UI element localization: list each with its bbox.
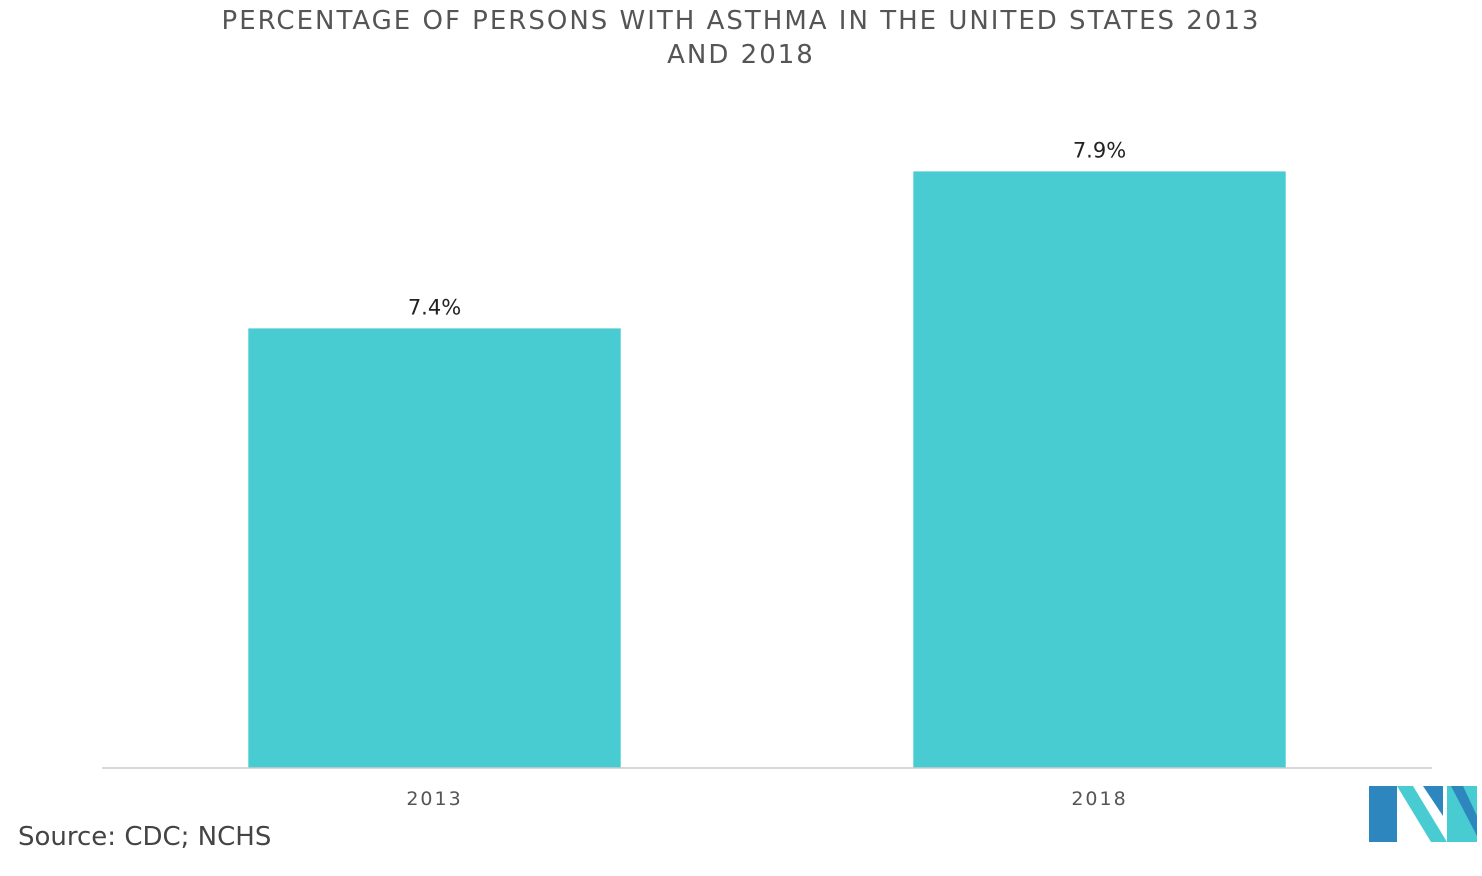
chart-title-line-1: PERCENTAGE OF PERSONS WITH ASTHMA IN THE… xyxy=(221,6,1261,36)
bar-2018 xyxy=(913,171,1286,768)
chart-title: PERCENTAGE OF PERSONS WITH ASTHMA IN THE… xyxy=(0,4,1482,72)
bar-chart: 7.4% 2013 7.9% 2018 xyxy=(102,138,1432,810)
x-tick-label-2013: 2013 xyxy=(406,788,462,810)
brand-logo-icon xyxy=(1369,786,1477,842)
bars-group xyxy=(248,171,1286,768)
chart-title-line-2: AND 2018 xyxy=(667,40,815,70)
data-label-2018: 7.9% xyxy=(1073,138,1126,162)
bar-2013 xyxy=(248,328,621,768)
x-tick-label-2018: 2018 xyxy=(1071,788,1127,810)
source-note: Source: CDC; NCHS xyxy=(18,822,272,852)
data-label-2013: 7.4% xyxy=(408,295,461,319)
labels-group: 7.4% 2013 7.9% 2018 xyxy=(406,138,1127,810)
